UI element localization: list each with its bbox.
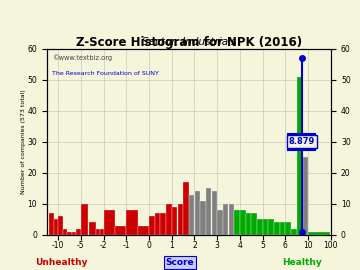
Bar: [212, 191, 217, 235]
Bar: [149, 216, 155, 235]
Bar: [177, 204, 183, 235]
Bar: [67, 232, 72, 235]
Bar: [189, 194, 194, 235]
Bar: [246, 213, 251, 235]
Text: Sector: Industrials: Sector: Industrials: [142, 37, 236, 47]
Text: Unhealthy: Unhealthy: [35, 258, 87, 267]
Bar: [96, 229, 100, 235]
Bar: [161, 213, 166, 235]
Bar: [297, 77, 302, 235]
Bar: [72, 232, 76, 235]
Text: The Research Foundation of SUNY: The Research Foundation of SUNY: [53, 71, 159, 76]
Bar: [104, 210, 115, 235]
Bar: [223, 204, 229, 235]
Bar: [200, 201, 206, 235]
Bar: [263, 219, 268, 235]
Bar: [155, 213, 160, 235]
Text: Score: Score: [166, 258, 194, 267]
Title: Z-Score Histogram for NPK (2016): Z-Score Histogram for NPK (2016): [76, 36, 302, 49]
Bar: [183, 182, 189, 235]
Bar: [166, 204, 172, 235]
Bar: [257, 219, 262, 235]
Text: ©www.textbiz.org: ©www.textbiz.org: [53, 54, 113, 61]
Bar: [58, 216, 63, 235]
Bar: [240, 210, 246, 235]
Bar: [100, 229, 104, 235]
Bar: [285, 222, 291, 235]
Y-axis label: Number of companies (573 total): Number of companies (573 total): [21, 89, 26, 194]
Bar: [76, 229, 81, 235]
Bar: [274, 222, 280, 235]
Text: Healthy: Healthy: [283, 258, 322, 267]
Bar: [206, 188, 211, 235]
Bar: [234, 210, 240, 235]
Bar: [63, 229, 67, 235]
Text: 8.879: 8.879: [289, 137, 315, 146]
Bar: [302, 157, 308, 235]
Bar: [291, 229, 297, 235]
Bar: [251, 213, 257, 235]
Bar: [81, 204, 88, 235]
Bar: [115, 226, 126, 235]
Bar: [172, 207, 177, 235]
Bar: [280, 222, 285, 235]
Bar: [49, 213, 54, 235]
Bar: [126, 210, 138, 235]
Bar: [194, 191, 200, 235]
Bar: [138, 226, 149, 235]
Bar: [54, 219, 58, 235]
Bar: [89, 222, 96, 235]
Bar: [229, 204, 234, 235]
Bar: [269, 219, 274, 235]
Bar: [309, 232, 330, 235]
Bar: [217, 210, 223, 235]
